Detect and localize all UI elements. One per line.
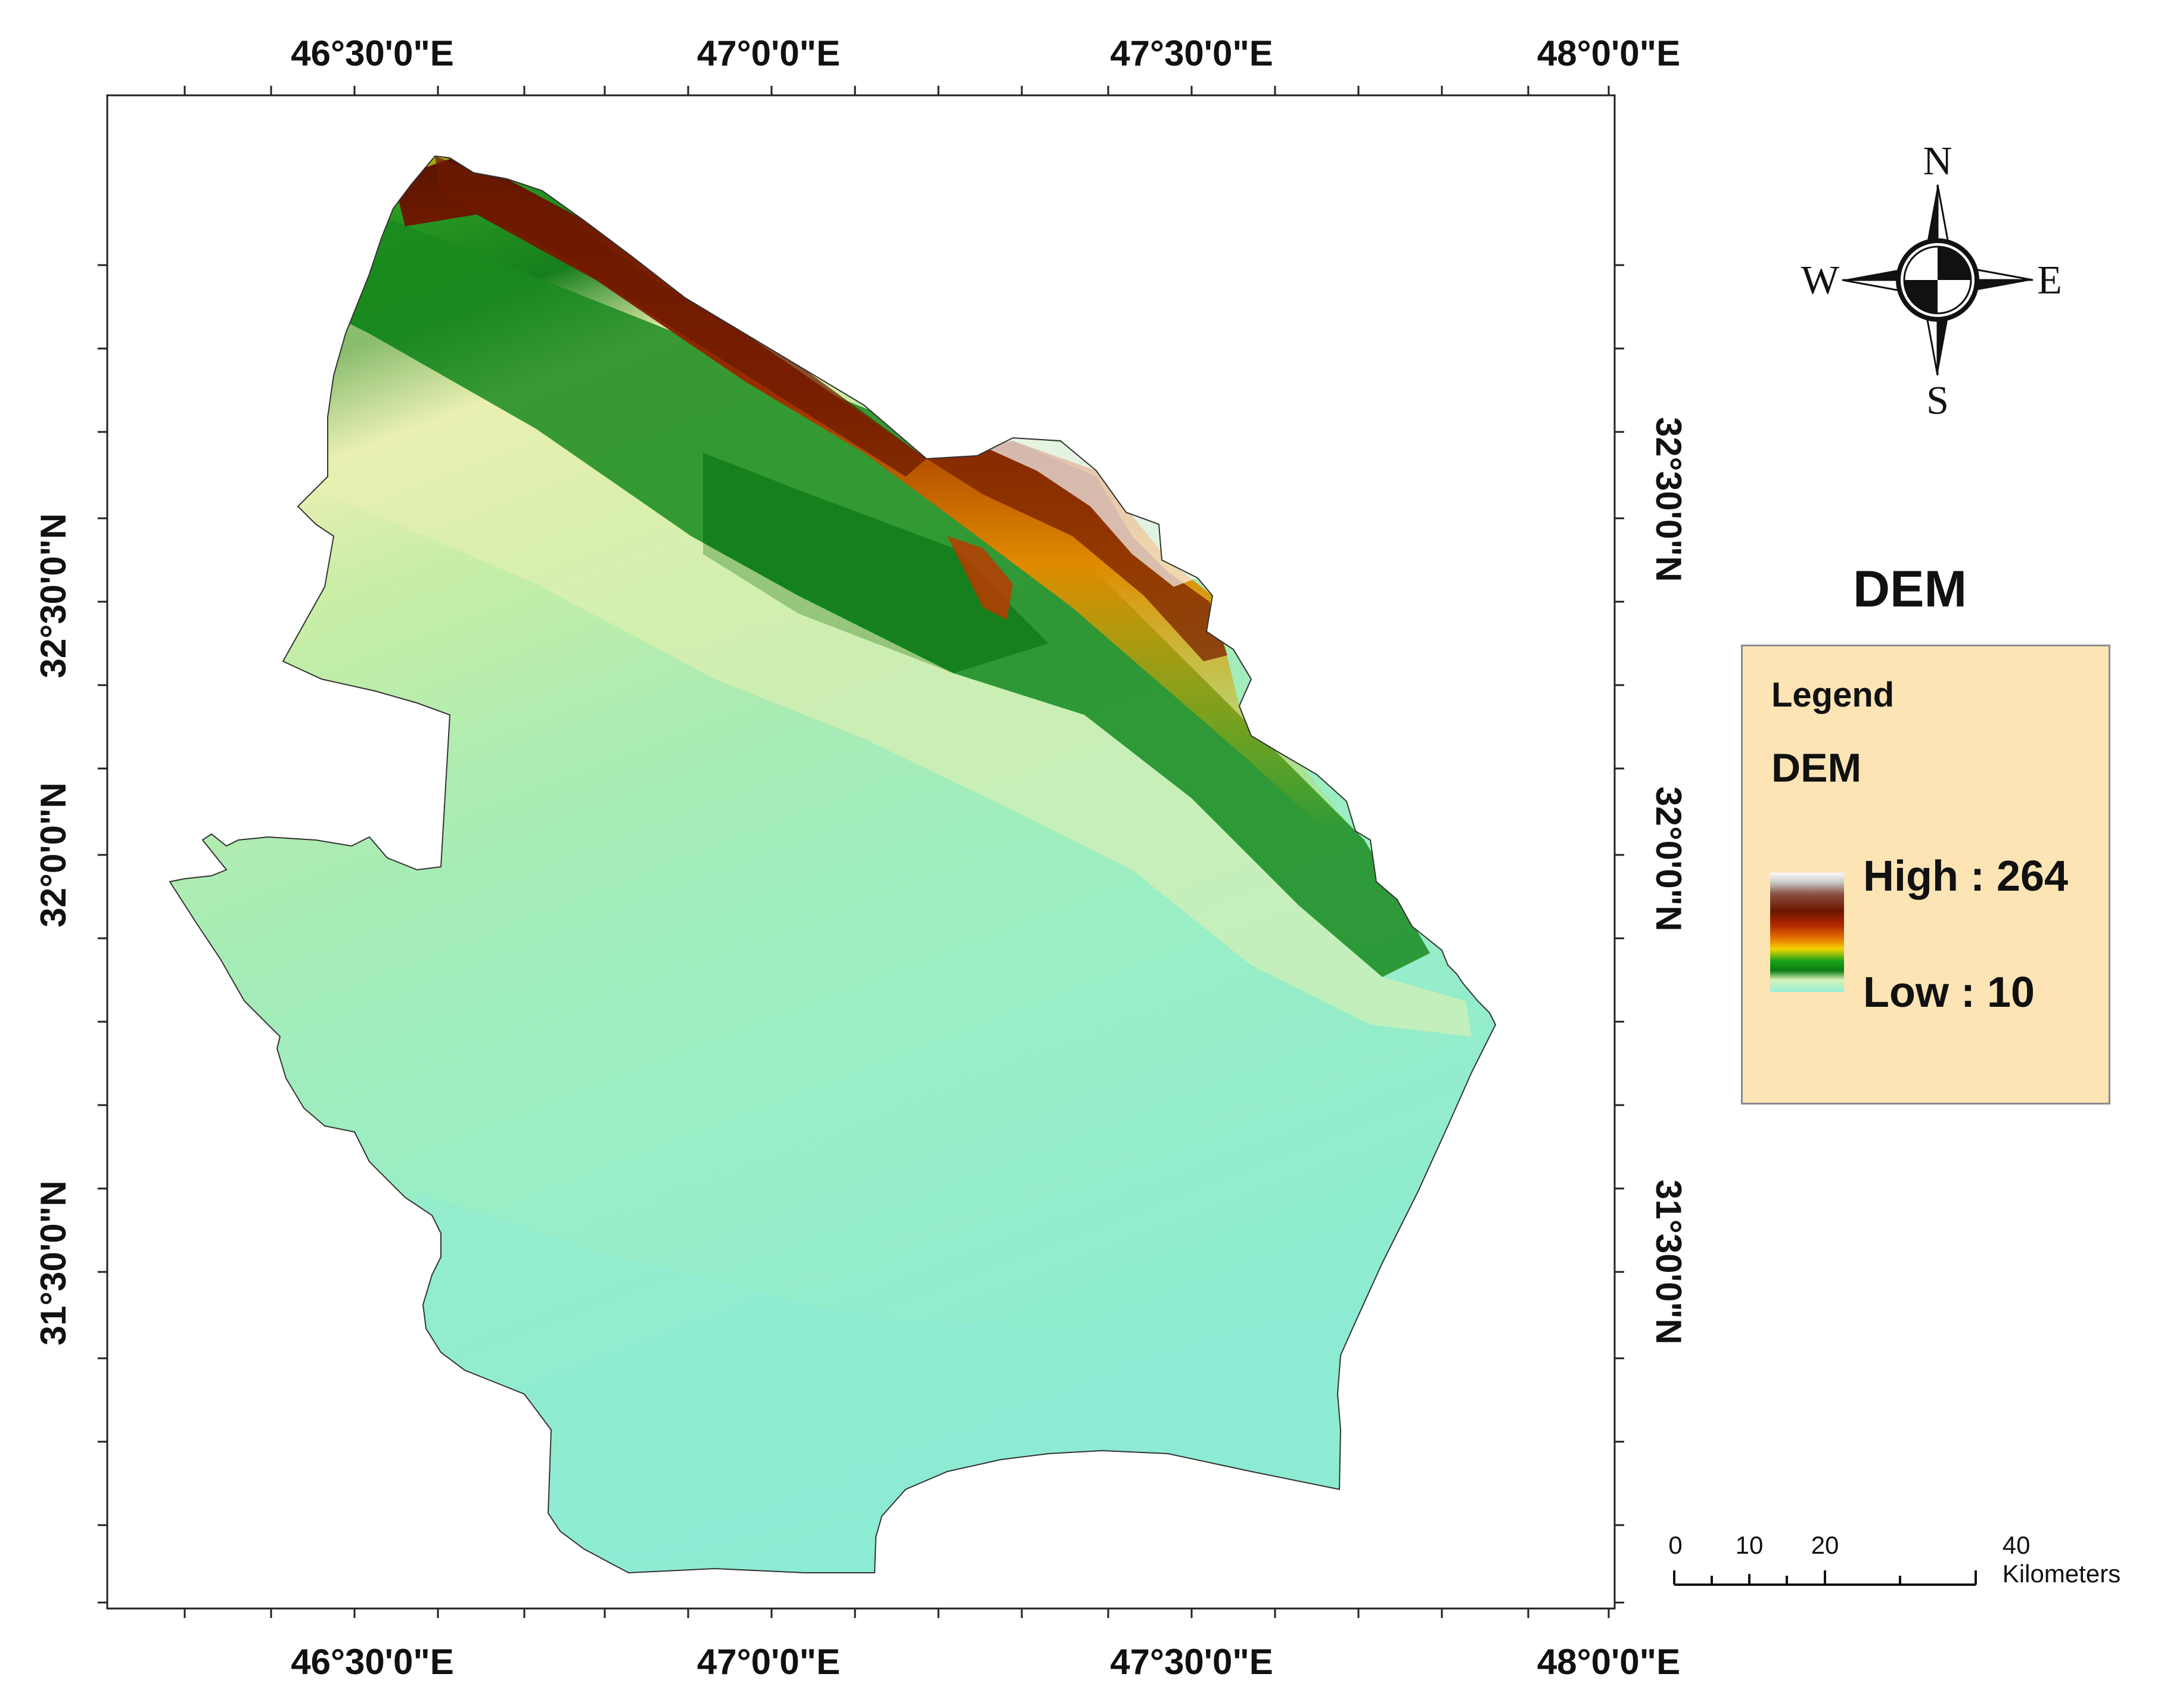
lat-label-left-1: 32°30'0"N	[33, 513, 73, 679]
legend-layer-name: DEM	[1771, 745, 1862, 791]
lon-label-top-3: 47°30'0"E	[1110, 33, 1273, 73]
scale-label-20: 20	[1811, 1531, 1839, 1559]
graticule-ticks	[98, 86, 1624, 1618]
lat-label-right-1: 32°30'0"N	[1649, 417, 1689, 582]
lat-label-right-2: 32°0'0"N	[1649, 786, 1689, 932]
lon-label-bottom-1: 46°30'0"E	[291, 1642, 454, 1682]
scale-label-0: 0	[1668, 1531, 1683, 1559]
lat-label-right-3: 31°30'0"N	[1649, 1180, 1689, 1345]
legend-low-label: Low : 10	[1863, 969, 2035, 1016]
lon-label-bottom-2: 47°0'0"E	[697, 1642, 841, 1682]
map-title: DEM	[1853, 561, 1967, 618]
compass-e: E	[2037, 257, 2062, 303]
lat-label-left-2: 32°0'0"N	[33, 782, 73, 928]
lat-label-left-3: 31°30'0"N	[33, 1180, 73, 1346]
scale-label-40: 40 Kilometers	[2002, 1531, 2121, 1588]
legend-panel: Legend DEM High : 264 Low : 10	[1741, 645, 2110, 1105]
north-arrow-icon	[1842, 184, 2033, 376]
compass-s: S	[1926, 377, 1949, 423]
lon-label-top-2: 47°0'0"E	[697, 33, 841, 73]
lon-label-top-1: 46°30'0"E	[291, 33, 454, 73]
compass-n: N	[1923, 138, 1952, 183]
scale-bar	[1673, 1570, 1977, 1586]
elevation-color-ramp	[1770, 873, 1844, 992]
lon-label-bottom-4: 48°0'0"E	[1537, 1642, 1681, 1682]
lon-label-top-4: 48°0'0"E	[1537, 33, 1681, 73]
region-boundary	[169, 155, 1497, 1574]
legend-high-label: High : 264	[1863, 853, 2069, 900]
lon-label-bottom-3: 47°30'0"E	[1110, 1642, 1273, 1682]
compass-w: W	[1801, 257, 1840, 303]
scale-label-10: 10	[1735, 1531, 1764, 1559]
legend-header: Legend	[1771, 676, 1895, 714]
